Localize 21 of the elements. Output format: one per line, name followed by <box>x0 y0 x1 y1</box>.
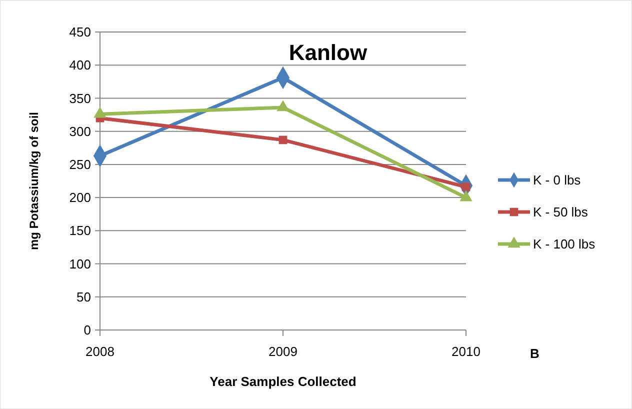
y-tick-label: 350 <box>69 90 91 106</box>
x-tick-label: 2008 <box>86 344 114 359</box>
y-tick-label: 250 <box>69 156 91 172</box>
x-tick-label: 2010 <box>452 344 480 359</box>
point <box>278 136 288 144</box>
y-tick-label: 450 <box>69 24 91 40</box>
y-tick-label: 300 <box>69 124 91 139</box>
chart-title: Kanlow <box>288 40 368 65</box>
y-tick-label: 150 <box>69 223 91 238</box>
text: B <box>530 346 540 361</box>
y-tick-label: 0 <box>84 322 91 338</box>
legend-label: K - 100 lbs <box>533 236 596 252</box>
legend-label: K - 50 lbs <box>533 204 588 220</box>
x-axis-title: Year Samples Collected <box>210 374 356 389</box>
x-tick-label: 2009 <box>268 344 298 359</box>
y-tick-label: 200 <box>69 190 91 206</box>
y-tick-label: 50 <box>76 289 91 304</box>
y-tick-label: 100 <box>69 256 91 272</box>
y-tick-label: 400 <box>69 58 91 73</box>
y-axis-title: mg Potassium/kg of soil <box>27 112 41 250</box>
legend-label: K - 0 lbs <box>533 172 582 188</box>
